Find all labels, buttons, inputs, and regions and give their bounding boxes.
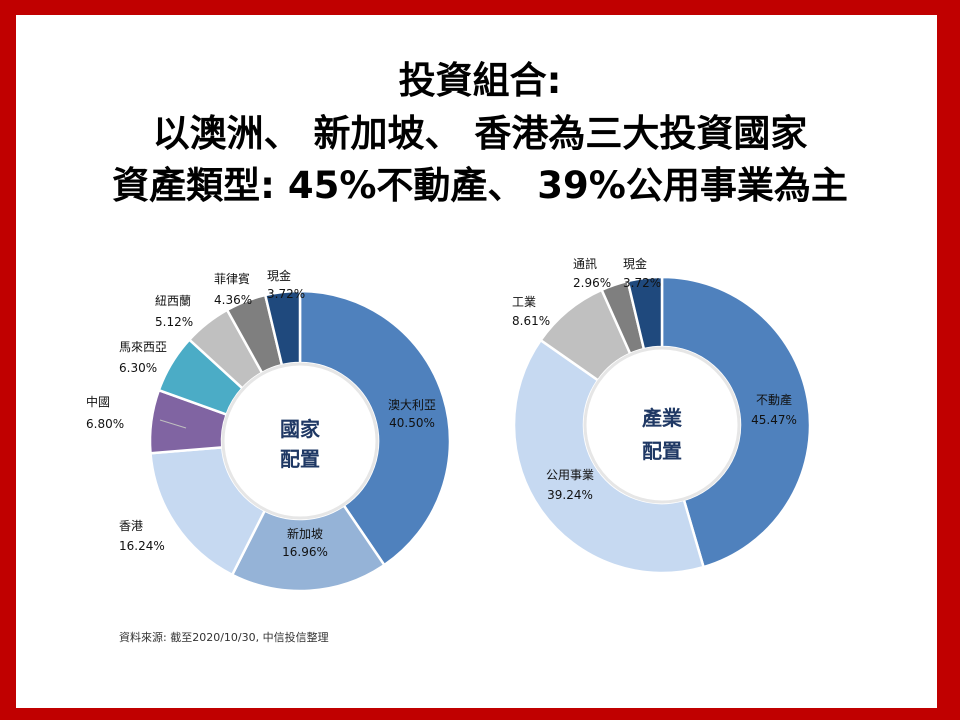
title-line-3: 資產類型: 45%不動產、 39%公用事業為主 [112,164,848,207]
donut-hole [583,346,741,504]
slice-value-label: 3.72% [623,276,661,290]
slice-label: 不動產 [756,392,792,407]
donut-chart-2: 不動產 45.47% 公用事業 39.24% 工業 8.61% 通訊 2.96% 現金 3.72%… [512,256,812,575]
slice-label: 中國 [86,394,110,409]
slice-label: 工業 [512,295,536,309]
slice-value-label: 8.61% [512,314,550,328]
slice-label: 澳大利亞 [388,398,436,412]
slice-value-label: 5.12% [155,315,193,329]
donut-hole [221,362,379,520]
slice-value-label: 4.36% [214,293,252,307]
title-line-1: 投資組合: [398,59,562,102]
slice-value-label: 6.80% [86,417,124,431]
source-note: 資料來源: 截至2020/10/30, 中信投信整理 [119,631,329,644]
slice-label: 現金 [267,268,291,283]
slice-value-label: 45.47% [751,413,797,427]
slice-label: 菲律賓 [214,271,250,286]
slice-value-label: 2.96% [573,276,611,290]
slice-value-label: 40.50% [389,416,435,430]
slice-label: 公用事業 [546,468,594,482]
donut-chart-1: 澳大利亞 40.50% 新加坡 16.96% 香港 16.24% 中國 6.80% 馬來西亞 6.… [86,268,452,593]
slice-value-label: 3.72% [267,287,305,301]
slice-value-label: 16.24% [119,539,165,553]
donut-center-label: 產業 [642,406,683,430]
slice-value-label: 6.30% [119,361,157,375]
donut-center-label: 配置 [642,439,682,463]
leader-line [159,419,187,429]
slice-value-label: 16.96% [282,545,328,559]
slice-label: 現金 [623,256,647,271]
slice-label: 紐西蘭 [155,294,191,308]
slice-label: 新加坡 [287,526,323,541]
slice-label: 通訊 [573,256,597,271]
donut-center-label: 國家 [280,417,321,441]
donut-center-label: 配置 [280,447,320,471]
slice-label: 香港 [119,519,143,533]
slice-label: 馬來西亞 [119,340,167,354]
title-line-2: 以澳洲、 新加坡、 香港為三大投資國家 [152,112,808,155]
slice-value-label: 39.24% [547,488,593,502]
